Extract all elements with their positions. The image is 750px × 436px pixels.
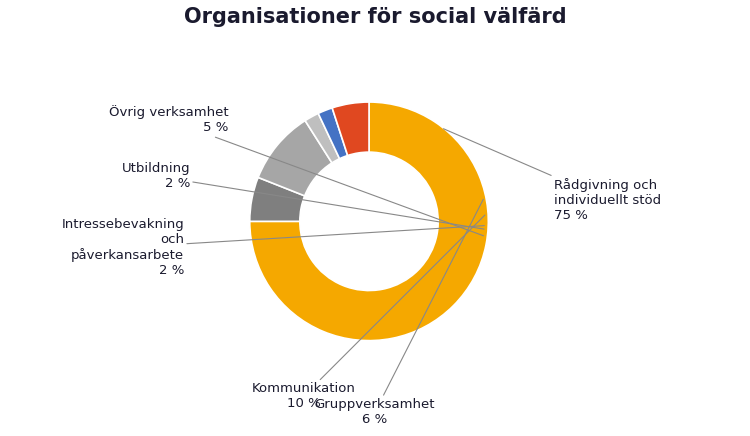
Wedge shape xyxy=(332,102,369,156)
Text: Övrig verksamhet
5 %: Övrig verksamhet 5 % xyxy=(109,106,484,236)
Wedge shape xyxy=(258,121,332,196)
Wedge shape xyxy=(250,102,488,341)
Text: Utbildning
2 %: Utbildning 2 % xyxy=(122,162,484,229)
Wedge shape xyxy=(305,113,340,163)
Text: Rådgivning och
individuellt stöd
75 %: Rådgivning och individuellt stöd 75 % xyxy=(443,129,661,222)
Text: Gruppverksamhet
6 %: Gruppverksamhet 6 % xyxy=(315,199,483,426)
Title: Organisationer för social välfärd: Organisationer för social välfärd xyxy=(184,7,566,27)
Text: Kommunikation
10 %: Kommunikation 10 % xyxy=(251,215,485,410)
Wedge shape xyxy=(250,177,304,221)
Wedge shape xyxy=(318,108,348,159)
Text: Intressebevakning
och
påverkansarbete
2 %: Intressebevakning och påverkansarbete 2 … xyxy=(62,218,485,277)
